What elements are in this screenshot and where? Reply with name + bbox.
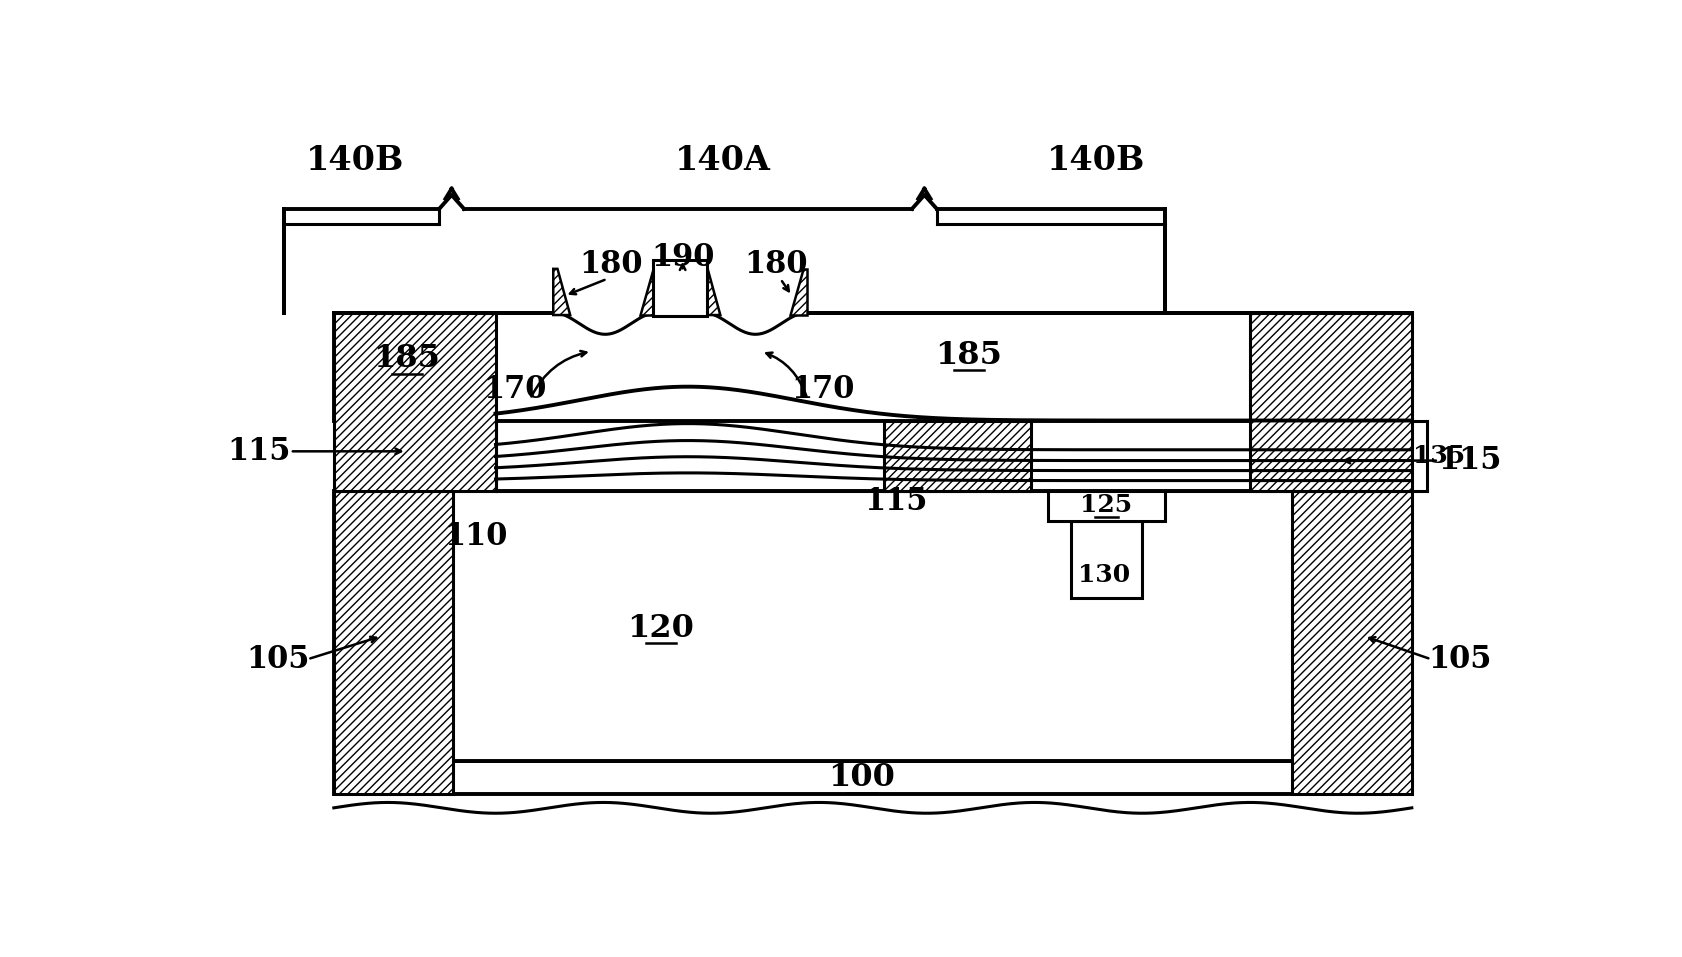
Text: 140B: 140B: [1046, 144, 1145, 177]
Text: 190: 190: [651, 242, 715, 273]
Text: 115: 115: [1438, 445, 1502, 476]
Bar: [333, 761, 1411, 794]
Polygon shape: [641, 269, 658, 315]
Text: 170: 170: [791, 374, 854, 405]
Text: 120: 120: [627, 612, 695, 644]
Polygon shape: [791, 269, 807, 315]
Text: 105: 105: [247, 644, 309, 675]
Bar: [333, 491, 1411, 761]
Text: 170: 170: [483, 374, 547, 405]
Text: 100: 100: [829, 763, 895, 793]
Text: 185: 185: [373, 344, 441, 374]
Bar: [1048, 491, 1166, 521]
Text: 110: 110: [444, 521, 508, 551]
Polygon shape: [553, 269, 570, 315]
Bar: [885, 420, 1031, 491]
Bar: [653, 260, 706, 316]
Text: 115: 115: [865, 486, 927, 517]
Text: 185: 185: [935, 340, 1002, 370]
Bar: [1292, 491, 1411, 794]
Bar: [1071, 521, 1142, 597]
Text: 125: 125: [1080, 493, 1132, 517]
Text: 130: 130: [1078, 563, 1130, 587]
Bar: [333, 313, 496, 491]
Bar: [333, 313, 1411, 420]
Text: 140A: 140A: [674, 144, 770, 177]
Bar: [1250, 313, 1411, 491]
Text: 115: 115: [227, 435, 291, 467]
Bar: [333, 491, 452, 794]
Text: 180: 180: [579, 250, 643, 280]
Text: 180: 180: [745, 250, 809, 280]
Polygon shape: [703, 269, 720, 315]
Text: 140B: 140B: [306, 144, 404, 177]
Text: 105: 105: [1428, 644, 1492, 675]
Text: 135: 135: [1413, 444, 1465, 468]
